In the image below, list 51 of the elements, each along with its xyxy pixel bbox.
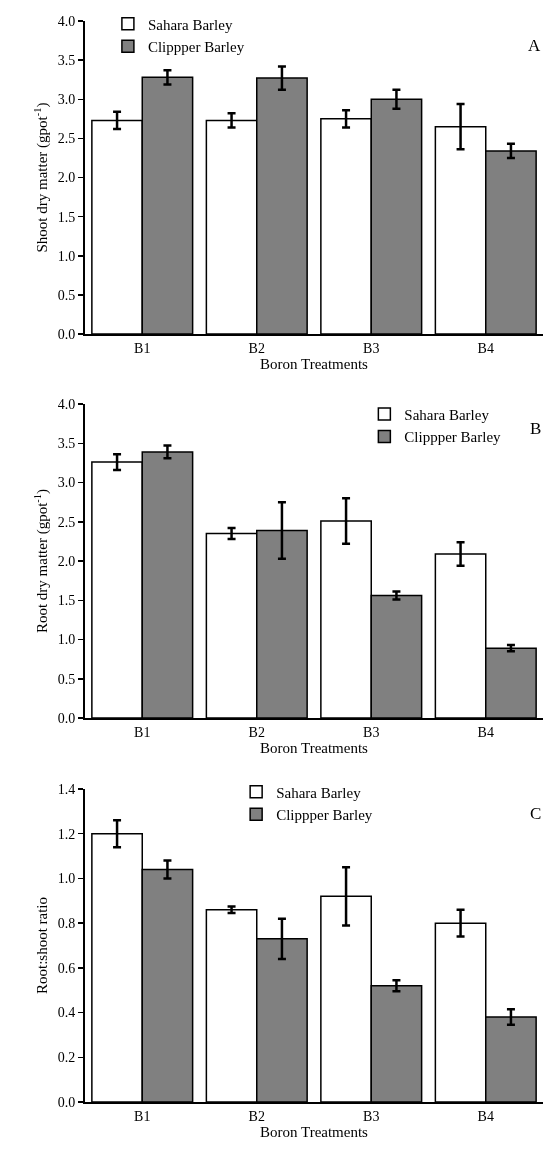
y-tick-label: 3.5	[57, 53, 76, 69]
y-tick-label: 0.6	[57, 960, 76, 976]
y-tick-label: 0.5	[57, 671, 76, 687]
y-tick-label: 0.4	[57, 1005, 76, 1021]
y-tick-label: 4.0	[57, 13, 76, 29]
y-tick-label: 3.0	[57, 92, 76, 108]
annotation: C	[530, 804, 542, 823]
y-tick-label: 2.0	[57, 170, 76, 186]
x-axis-title: Boron Treatments	[260, 1123, 369, 1140]
y-tick-label: 1.4	[57, 781, 76, 797]
y-tick-label: 1.5	[57, 209, 76, 225]
y-tick-label: 2.5	[57, 514, 76, 530]
legend-label: Sahara Barley	[404, 406, 490, 423]
x-tick-label: B4	[477, 1108, 494, 1124]
x-tick-label: B1	[134, 1108, 151, 1124]
x-axis-title: Boron Treatments	[260, 739, 369, 756]
x-axis-title: Boron Treatments	[260, 355, 369, 372]
x-tick-label: B4	[477, 724, 494, 740]
y-tick-label: 3.5	[57, 436, 76, 452]
y-axis-title: Root:shoot ratio	[34, 896, 51, 995]
annotation: A	[528, 36, 541, 55]
y-tick-label: 1.2	[57, 826, 76, 842]
y-tick-label: 0.0	[57, 326, 76, 342]
y-tick-label: 0.0	[57, 1094, 76, 1110]
x-tick-label: B4	[477, 340, 494, 356]
y-tick-label: 1.0	[57, 871, 76, 887]
legend-label: Clippper Barley	[404, 429, 502, 446]
x-tick-label: B1	[134, 724, 151, 740]
x-tick-label: B3	[363, 1108, 380, 1124]
x-tick-label: B2	[248, 1108, 265, 1124]
y-tick-label: 0.5	[57, 287, 76, 303]
y-tick-label: 3.0	[57, 475, 76, 491]
y-tick-label: 1.0	[57, 248, 76, 264]
legend-label: Sahara Barley	[147, 16, 233, 33]
y-tick-label: 0.2	[57, 1050, 76, 1066]
x-tick-label: B2	[248, 724, 265, 740]
legend-label: Clippper Barley	[147, 39, 245, 56]
x-tick-label: B3	[363, 340, 380, 356]
annotation: B	[530, 419, 542, 438]
x-tick-label: B1	[134, 340, 151, 356]
legend-label: Clippper Barley	[276, 807, 373, 824]
y-tick-label: 0.0	[57, 710, 76, 726]
y-tick-label: 2.0	[57, 553, 76, 569]
x-tick-label: B2	[248, 340, 265, 356]
y-tick-label: 2.5	[57, 131, 76, 147]
y-tick-label: 0.8	[57, 916, 76, 932]
y-tick-label: 1.5	[57, 593, 76, 609]
y-tick-label: 4.0	[57, 396, 76, 412]
legend-label: Sahara Barley	[276, 784, 362, 801]
y-tick-label: 1.0	[57, 632, 76, 648]
x-tick-label: B3	[363, 724, 380, 740]
